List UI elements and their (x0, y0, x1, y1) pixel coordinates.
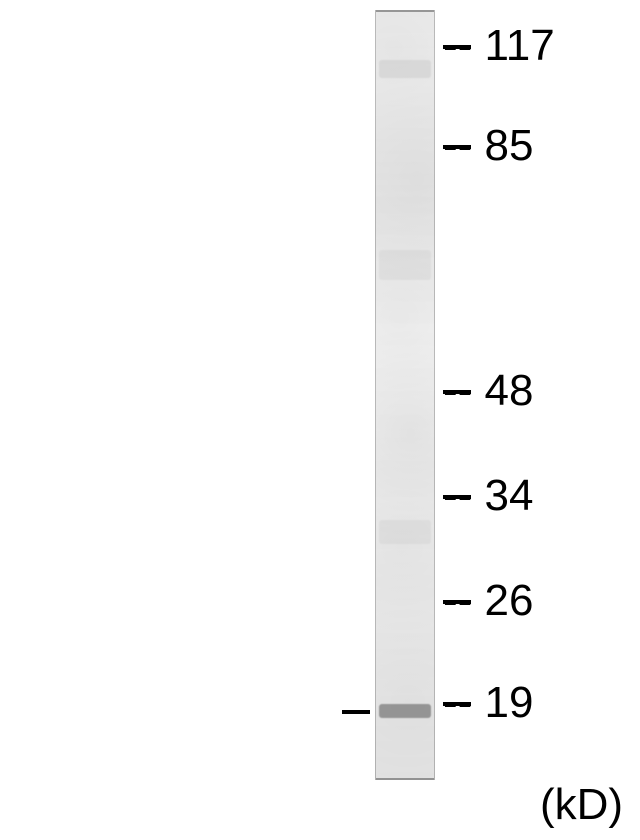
target-protein-band (379, 704, 431, 718)
sample-label-tick (342, 710, 370, 714)
faint-band (379, 250, 431, 280)
mw-unit-label: (kD) (540, 780, 623, 830)
mw-marker-label: -- 26 (443, 576, 533, 626)
mw-marker-label: -- 48 (443, 366, 533, 416)
mw-marker-label: -- 117 (443, 21, 555, 71)
blot-lane (375, 10, 435, 780)
lane-noise-texture (376, 10, 434, 780)
faint-band (379, 60, 431, 78)
mw-marker-label: -- 34 (443, 471, 533, 521)
mw-marker-label: -- 85 (443, 121, 533, 171)
faint-band (379, 520, 431, 544)
mw-marker-label: -- 19 (443, 678, 533, 728)
